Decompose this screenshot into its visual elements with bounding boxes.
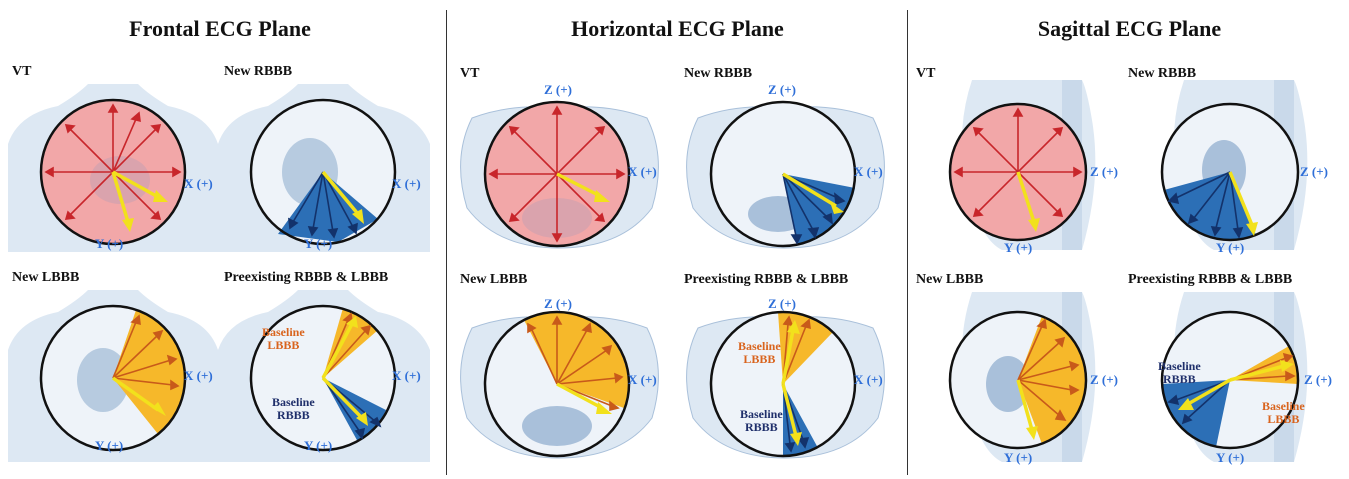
frontal-preexisting-y-axis-label: Y (+) [304, 438, 333, 453]
frontal-new-lbbb-x-axis-label: X (+) [184, 368, 213, 383]
frontal-new-lbbb-y-axis-label: Y (+) [95, 438, 124, 453]
frontal-new-rbbb-label: New RBBB [224, 64, 293, 79]
plane-divider-left [446, 10, 447, 475]
rbbb-vector-fan [288, 171, 358, 239]
plane-divider-right [907, 10, 908, 475]
sagittal-vt-diagram [948, 80, 1096, 250]
baseline-word: Baseline [740, 407, 783, 421]
horizontal-preexisting-diagram [686, 310, 885, 459]
horizontal-new-lbbb-diagram [460, 310, 659, 459]
horizontal-vt-label: VT [460, 66, 480, 81]
frontal-vt-label: VT [12, 64, 32, 79]
sagittal-baseline-rbbb-note: Baseline RBBB [1158, 360, 1201, 386]
baseline-word: Baseline [272, 395, 315, 409]
sagittal-new-lbbb-y-axis-label: Y (+) [1004, 450, 1033, 465]
horizontal-vt-x-axis-label: X (+) [628, 164, 657, 179]
sagittal-vt-label: VT [916, 66, 936, 81]
sagittal-plane-section: Sagittal ECG Plane VT Z (+) Y (+) New RB… [910, 0, 1349, 479]
horizontal-plane-section: Horizontal ECG Plane VT Z (+) X (+) New … [450, 0, 905, 479]
frontal-new-rbbb-diagram [218, 84, 430, 252]
horizontal-preexisting-label: Preexisting RBBB & LBBB [684, 272, 849, 287]
horizontal-preexisting-z-axis-label: Z (+) [768, 296, 796, 311]
frontal-preexisting-x-axis-label: X (+) [392, 368, 421, 383]
sagittal-new-rbbb-y-axis-label: Y (+) [1216, 240, 1245, 255]
sagittal-vt-y-axis-label: Y (+) [1004, 240, 1033, 255]
horizontal-baseline-rbbb-note: Baseline RBBB [740, 408, 783, 434]
horizontal-new-lbbb-z-axis-label: Z (+) [544, 296, 572, 311]
horizontal-new-rbbb-diagram [686, 100, 885, 249]
rbbb-word: RBBB [276, 408, 310, 422]
horizontal-vt-z-axis-label: Z (+) [544, 82, 572, 97]
lbbb-word: LBBB [743, 352, 776, 366]
lbbb-word: LBBB [1267, 412, 1300, 426]
sagittal-preexisting-y-axis-label: Y (+) [1216, 450, 1245, 465]
frontal-vt-diagram [8, 84, 218, 252]
sagittal-plane-title: Sagittal ECG Plane [1037, 16, 1222, 41]
horizontal-baseline-lbbb-note: Baseline LBBB [738, 340, 781, 366]
horizontal-plane-title: Horizontal ECG Plane [571, 16, 784, 41]
sagittal-preexisting-diagram [1160, 292, 1308, 462]
baseline-word: Baseline [1158, 359, 1201, 373]
baseline-word: Baseline [1262, 399, 1305, 413]
sagittal-new-rbbb-label: New RBBB [1128, 66, 1197, 81]
sagittal-new-lbbb-label: New LBBB [916, 272, 984, 287]
sagittal-new-rbbb-z-axis-label: Z (+) [1300, 164, 1328, 179]
frontal-new-rbbb-x-axis-label: X (+) [392, 176, 421, 191]
sagittal-new-rbbb-diagram [1160, 80, 1308, 250]
frontal-baseline-rbbb-note: Baseline RBBB [272, 396, 315, 422]
horizontal-new-rbbb-x-axis-label: X (+) [854, 164, 883, 179]
horizontal-vt-diagram [460, 100, 659, 249]
baseline-word: Baseline [738, 339, 781, 353]
horizontal-preexisting-x-axis-label: X (+) [854, 372, 883, 387]
baseline-word: Baseline [262, 325, 305, 339]
vt-vector-fan [44, 103, 182, 220]
rbbb-word: RBBB [744, 420, 778, 434]
horizontal-new-rbbb-z-axis-label: Z (+) [768, 82, 796, 97]
sagittal-preexisting-label: Preexisting RBBB & LBBB [1128, 272, 1293, 287]
sagittal-vt-z-axis-label: Z (+) [1090, 164, 1118, 179]
frontal-preexisting-diagram [218, 290, 430, 462]
horizontal-new-lbbb-x-axis-label: X (+) [628, 372, 657, 387]
lbbb-word: LBBB [267, 338, 300, 352]
horizontal-new-rbbb-label: New RBBB [684, 66, 753, 81]
frontal-baseline-lbbb-note: Baseline LBBB [262, 326, 305, 352]
frontal-preexisting-label: Preexisting RBBB & LBBB [224, 270, 389, 285]
sagittal-preexisting-z-axis-label: Z (+) [1304, 372, 1332, 387]
frontal-new-lbbb-label: New LBBB [12, 270, 80, 285]
frontal-vt-x-axis-label: X (+) [184, 176, 213, 191]
frontal-vt-y-axis-label: Y (+) [95, 236, 124, 251]
rbbb-word: RBBB [1162, 372, 1196, 386]
frontal-new-rbbb-y-axis-label: Y (+) [304, 236, 333, 251]
lbbb-vector-fan [112, 314, 180, 391]
frontal-plane-section: Frontal ECG Plane VT X (+) Y (+) New RBB… [0, 0, 440, 479]
sagittal-baseline-lbbb-note: Baseline LBBB [1262, 400, 1305, 426]
sagittal-new-lbbb-diagram [948, 292, 1096, 462]
horizontal-new-lbbb-label: New LBBB [460, 272, 528, 287]
sagittal-new-lbbb-z-axis-label: Z (+) [1090, 372, 1118, 387]
frontal-plane-title: Frontal ECG Plane [129, 16, 311, 41]
frontal-new-lbbb-diagram [8, 290, 218, 462]
